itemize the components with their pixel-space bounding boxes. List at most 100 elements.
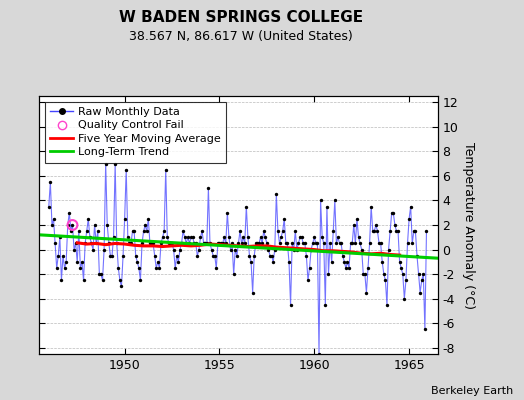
Point: [110, 234, 118, 240]
Point: [185, 240, 194, 247]
Point: [166, 240, 174, 247]
Point: [163, 234, 171, 240]
Point: [348, 240, 356, 247]
Point: [146, 240, 154, 247]
Point: [365, 240, 374, 247]
Point: [49, 216, 58, 222]
Point: [220, 234, 228, 240]
Point: [290, 246, 298, 253]
Point: [277, 234, 285, 240]
Point: [79, 277, 88, 284]
Point: [56, 234, 64, 240]
Point: [105, 240, 113, 247]
Point: [394, 228, 402, 234]
Point: [372, 222, 380, 228]
Point: [133, 259, 141, 265]
Point: [172, 252, 181, 259]
Point: [396, 259, 404, 265]
Point: [323, 203, 331, 210]
Point: [408, 240, 417, 247]
Point: [256, 234, 265, 240]
Point: [375, 240, 383, 247]
Point: [204, 185, 213, 191]
Point: [81, 240, 89, 247]
Point: [89, 246, 97, 253]
Point: [211, 252, 219, 259]
Point: [192, 240, 200, 247]
Point: [183, 234, 192, 240]
Point: [237, 240, 246, 247]
Point: [298, 234, 306, 240]
Point: [130, 228, 138, 234]
Point: [320, 240, 328, 247]
Point: [241, 240, 249, 247]
Point: [190, 240, 199, 247]
Point: [106, 252, 115, 259]
Point: [73, 259, 81, 265]
Point: [400, 296, 409, 302]
Point: [59, 252, 67, 259]
Point: [136, 277, 145, 284]
Point: [244, 234, 252, 240]
Point: [315, 351, 323, 357]
Point: [312, 240, 320, 247]
Point: [359, 271, 367, 277]
Point: [346, 240, 355, 247]
Point: [324, 271, 333, 277]
Point: [92, 240, 101, 247]
Point: [275, 240, 283, 247]
Point: [67, 228, 75, 234]
Point: [326, 240, 334, 247]
Point: [410, 228, 418, 234]
Point: [381, 277, 389, 284]
Point: [378, 259, 386, 265]
Point: [310, 234, 319, 240]
Point: [294, 240, 303, 247]
Point: [247, 259, 255, 265]
Point: [340, 259, 348, 265]
Point: [329, 228, 337, 234]
Point: [287, 302, 295, 308]
Point: [293, 246, 301, 253]
Point: [302, 252, 311, 259]
Point: [419, 271, 428, 277]
Point: [180, 234, 189, 240]
Point: [223, 210, 232, 216]
Point: [399, 271, 407, 277]
Point: [182, 240, 190, 247]
Point: [114, 265, 123, 271]
Point: [357, 246, 366, 253]
Point: [385, 246, 393, 253]
Point: [219, 240, 227, 247]
Point: [155, 265, 163, 271]
Point: [368, 228, 377, 234]
Point: [68, 222, 77, 228]
Point: [296, 234, 304, 240]
Point: [354, 234, 363, 240]
Point: [231, 246, 239, 253]
Point: [261, 234, 269, 240]
Point: [391, 222, 399, 228]
Point: [350, 222, 358, 228]
Point: [230, 271, 238, 277]
Point: [245, 252, 254, 259]
Point: [161, 166, 170, 173]
Point: [70, 246, 78, 253]
Point: [362, 289, 370, 296]
Point: [373, 228, 381, 234]
Point: [177, 240, 185, 247]
Point: [201, 240, 210, 247]
Point: [281, 240, 290, 247]
Point: [206, 240, 214, 247]
Point: [370, 228, 378, 234]
Point: [342, 265, 350, 271]
Point: [305, 265, 314, 271]
Point: [57, 277, 66, 284]
Point: [258, 240, 266, 247]
Point: [288, 240, 297, 247]
Point: [122, 166, 130, 173]
Point: [422, 228, 431, 234]
Point: [270, 246, 279, 253]
Point: [82, 228, 91, 234]
Point: [335, 240, 344, 247]
